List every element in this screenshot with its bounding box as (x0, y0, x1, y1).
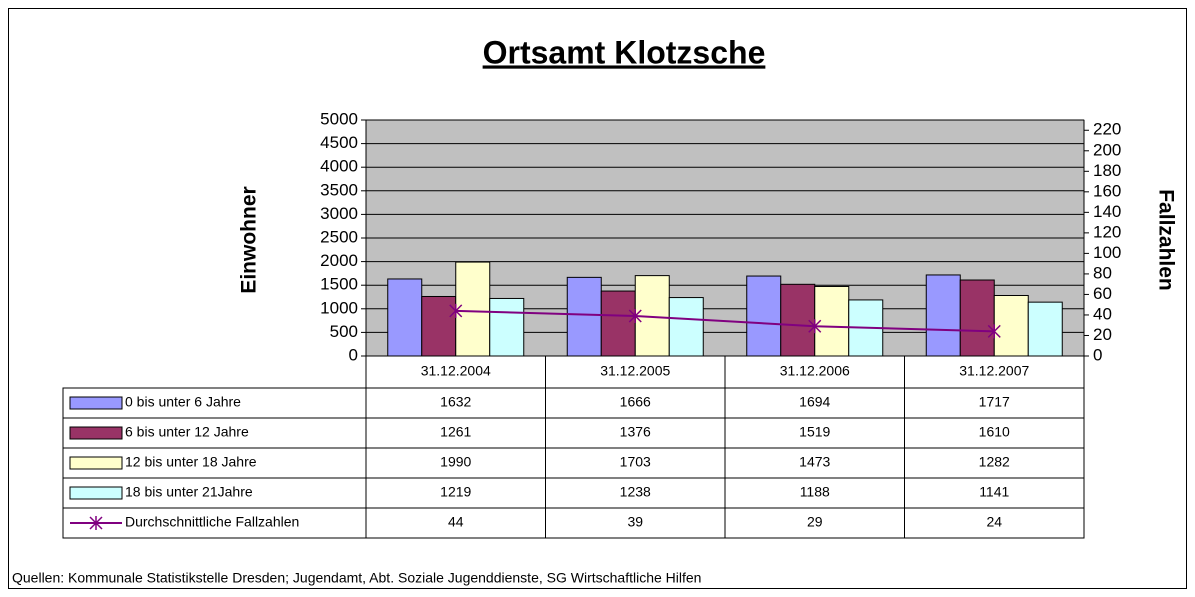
y2-tick-label: 160 (1093, 181, 1121, 200)
legend-label: 18 bis unter 21Jahre (125, 484, 253, 500)
y-tick-label: 500 (330, 322, 358, 341)
legend-swatch (69, 426, 123, 440)
y-axis-label: Einwohner (238, 186, 261, 293)
table-value: 1141 (979, 484, 1009, 500)
x-tick-label: 31.12.2004 (421, 363, 491, 379)
y-tick-label: 5000 (320, 109, 358, 128)
y2-tick-label: 120 (1093, 222, 1121, 241)
table-value: 29 (807, 514, 823, 530)
table-value: 1473 (799, 454, 830, 470)
y2-axis-label: Fallzahlen (1154, 189, 1177, 291)
y2-tick-label: 200 (1093, 140, 1121, 159)
table-value: 1990 (440, 454, 471, 470)
x-tick-label: 31.12.2005 (600, 363, 670, 379)
y-tick-label: 1500 (320, 275, 358, 294)
table-value: 1519 (799, 424, 830, 440)
y2-tick-label: 80 (1093, 263, 1112, 282)
table-value: 1703 (620, 454, 651, 470)
y2-tick-label: 220 (1093, 120, 1121, 139)
legend-swatch (69, 456, 123, 470)
y2-tick-label: 20 (1093, 325, 1112, 344)
y-tick-label: 3500 (320, 180, 358, 199)
legend-marker (89, 516, 103, 530)
table-value: 1632 (440, 394, 471, 410)
y-tick-label: 3000 (320, 204, 358, 223)
table-value: 1188 (800, 484, 830, 500)
table-value: 1282 (979, 454, 1010, 470)
bar (600, 290, 636, 357)
table-value: 1610 (979, 424, 1010, 440)
x-tick-label: 31.12.2007 (959, 363, 1029, 379)
bar (959, 279, 995, 357)
table-value: 39 (627, 514, 643, 530)
y-tick-label: 4500 (320, 133, 358, 152)
table-value: 1238 (620, 484, 651, 500)
bar (489, 297, 525, 357)
bar (668, 297, 704, 357)
bar (1027, 301, 1063, 357)
table-value: 1666 (620, 394, 651, 410)
line-marker (808, 319, 822, 334)
y2-tick-label: 60 (1093, 284, 1112, 303)
y2-tick-label: 140 (1093, 202, 1121, 221)
legend-label: 6 bis unter 12 Jahre (125, 424, 249, 440)
line-marker (987, 324, 1001, 339)
y2-tick-label: 180 (1093, 161, 1121, 180)
table-value: 1261 (440, 424, 471, 440)
bar (566, 276, 602, 357)
bar (421, 295, 457, 357)
legend-label: Durchschnittliche Fallzahlen (125, 514, 299, 530)
line-series (455, 309, 995, 333)
table-value: 1694 (799, 394, 830, 410)
y2-tick-label: 100 (1093, 243, 1121, 262)
y-tick-label: 1000 (320, 298, 358, 317)
y2-tick-label: 40 (1093, 304, 1112, 323)
y-tick-label: 0 (349, 345, 358, 364)
source-note: Quellen: Kommunale Statistikstelle Dresd… (12, 570, 701, 586)
legend-swatch (69, 486, 123, 500)
table-value: 24 (986, 514, 1002, 530)
table-value: 1219 (440, 484, 471, 500)
x-tick-label: 31.12.2006 (780, 363, 850, 379)
bar (746, 275, 782, 357)
y-tick-label: 4000 (320, 157, 358, 176)
bar (455, 261, 491, 357)
legend-swatch (69, 396, 123, 410)
y2-tick-label: 0 (1093, 345, 1102, 364)
bar (925, 274, 961, 357)
table-value: 44 (448, 514, 464, 530)
chart-title: Ortsamt Klotzsche (483, 34, 766, 70)
bar (387, 278, 423, 357)
table-value: 1376 (620, 424, 651, 440)
legend-label: 12 bis unter 18 Jahre (125, 454, 257, 470)
line-marker (449, 303, 463, 318)
table-value: 1717 (979, 394, 1010, 410)
y-tick-label: 2000 (320, 251, 358, 270)
y-tick-label: 2500 (320, 227, 358, 246)
line-marker (628, 308, 642, 323)
legend-label: 0 bis unter 6 Jahre (125, 394, 241, 410)
